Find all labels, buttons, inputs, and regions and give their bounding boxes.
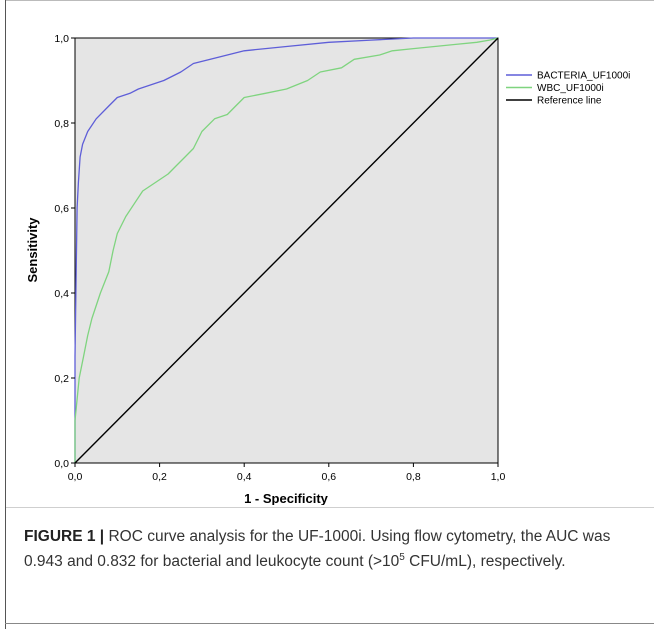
series-line-bacteria-uf1000i bbox=[74, 37, 498, 463]
figure-frame-top bbox=[5, 0, 654, 1]
y-tick-label: 0,0 bbox=[54, 458, 69, 470]
y-axis-label: Sensitivity bbox=[25, 217, 40, 283]
y-tick-label: 0,6 bbox=[54, 203, 69, 215]
x-tick-label: 0,2 bbox=[152, 471, 167, 483]
caption-exponent: 5 bbox=[399, 551, 405, 563]
figure-caption: FIGURE 1 | ROC curve analysis for the UF… bbox=[24, 524, 644, 574]
series-line-reference-line bbox=[74, 37, 499, 464]
caption-divider bbox=[6, 507, 654, 508]
x-tick-label: 0,6 bbox=[321, 471, 336, 483]
caption-text-2: CFU/mL), respectively. bbox=[404, 553, 566, 570]
legend-label: Reference line bbox=[537, 96, 602, 107]
x-tick-label: 0,8 bbox=[406, 471, 421, 483]
y-tick-label: 0,2 bbox=[54, 373, 69, 385]
series-line-wbc-uf1000i bbox=[74, 37, 499, 463]
x-axis-label: 1 - Specificity bbox=[244, 491, 329, 505]
x-tick-label: 0,0 bbox=[68, 471, 83, 483]
y-tick-label: 0,8 bbox=[54, 118, 69, 130]
x-tick-label: 0,4 bbox=[237, 471, 252, 483]
figure-frame-bottom bbox=[5, 623, 654, 624]
x-tick-label: 1,0 bbox=[491, 471, 506, 483]
figure-frame-left bbox=[5, 0, 6, 629]
caption-text-1: ROC curve analysis for the UF-1000i. Usi… bbox=[24, 528, 611, 570]
caption-label: FIGURE 1 | bbox=[24, 528, 105, 545]
legend-label: BACTERIA_UF1000i bbox=[537, 71, 630, 82]
legend-label: WBC_UF1000i bbox=[537, 83, 604, 94]
roc-chart: 0,0 0,2 0,4 0,6 0,8 1,0 0,0 0,2 0,4 0,6 0,8 1,0 1 -… bbox=[25, 33, 630, 505]
y-tick-label: 1,0 bbox=[54, 33, 69, 45]
y-tick-label: 0,4 bbox=[54, 288, 69, 300]
